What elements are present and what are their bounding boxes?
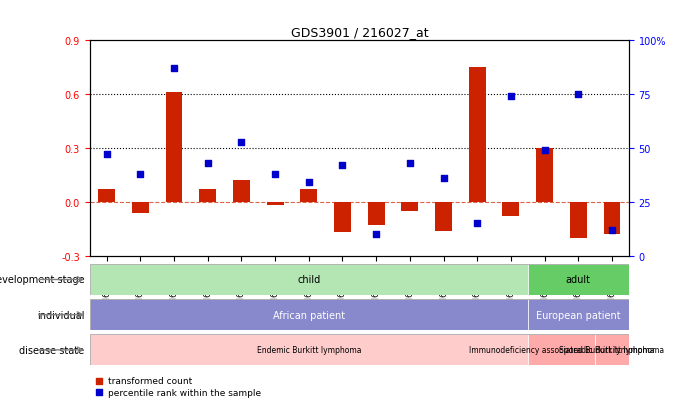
Point (337, 163, 348, 169)
Bar (334, 202, 351, 233)
Bar (536, 149, 553, 202)
Point (135, 171, 146, 178)
Bar (595, 335, 629, 366)
Text: adult: adult (566, 275, 591, 285)
Bar (90, 264, 528, 295)
Point (438, 176, 449, 182)
Bar (368, 202, 385, 225)
Bar (301, 190, 317, 202)
Text: child: child (297, 275, 321, 285)
Point (573, 92, 584, 98)
Bar (528, 299, 629, 330)
Bar (132, 202, 149, 213)
Point (303, 180, 314, 186)
Text: Endemic Burkitt lymphoma: Endemic Burkitt lymphoma (256, 346, 361, 354)
Point (505, 94, 516, 100)
Bar (90, 299, 528, 330)
Title: GDS3901 / 216027_at: GDS3901 / 216027_at (290, 26, 428, 39)
Bar (166, 93, 182, 202)
Point (539, 147, 550, 154)
Point (101, 152, 112, 159)
Text: Immunodeficiency associated Burkitt lymphoma: Immunodeficiency associated Burkitt lymp… (468, 346, 654, 354)
Point (404, 160, 415, 167)
Text: development stage: development stage (0, 275, 84, 285)
Point (169, 66, 180, 73)
Bar (570, 202, 587, 238)
Bar (98, 190, 115, 202)
Point (370, 231, 381, 238)
Point (202, 160, 214, 167)
Bar (528, 264, 629, 295)
Point (236, 139, 247, 145)
Bar (468, 68, 486, 202)
Bar (199, 190, 216, 202)
Point (472, 221, 483, 227)
Text: Sporadic Burkitt lymphoma: Sporadic Burkitt lymphoma (560, 346, 665, 354)
Text: European patient: European patient (536, 310, 621, 320)
Bar (603, 202, 621, 235)
Text: African patient: African patient (273, 310, 345, 320)
Bar (435, 202, 452, 231)
Bar (233, 181, 250, 202)
Bar (267, 202, 283, 206)
Bar (502, 202, 520, 217)
Bar (90, 335, 528, 366)
Text: disease state: disease state (19, 345, 84, 355)
Bar (528, 335, 595, 366)
Legend: transformed count, percentile rank within the sample: transformed count, percentile rank withi… (95, 376, 261, 397)
Point (607, 227, 618, 234)
Bar (401, 202, 418, 211)
Point (269, 171, 281, 178)
Text: individual: individual (37, 310, 84, 320)
